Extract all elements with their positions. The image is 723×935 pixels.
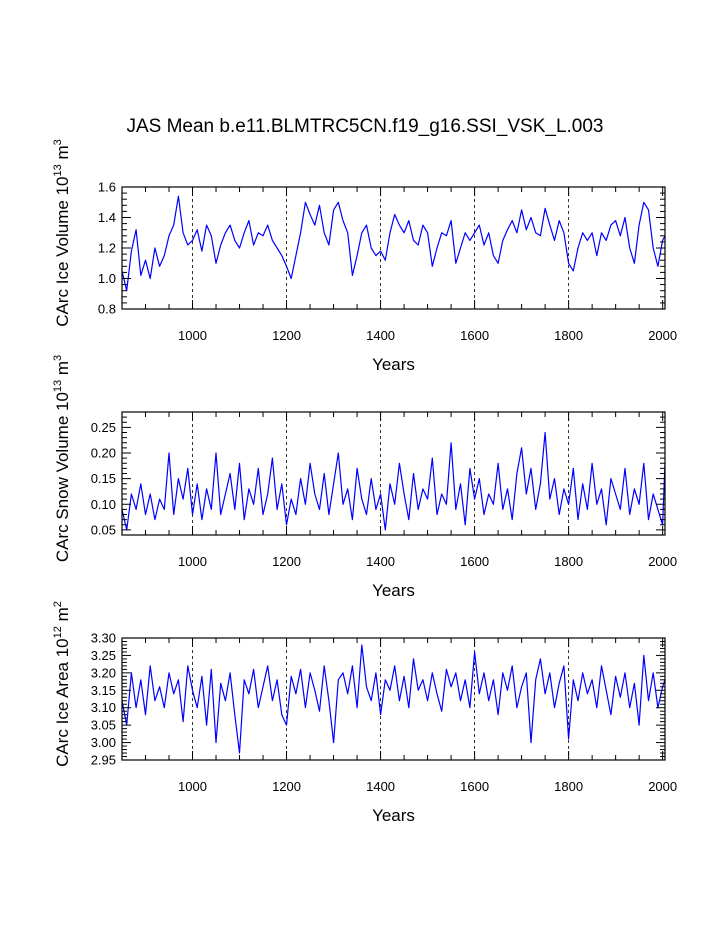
ice-volume-y-tick-label: 1.2 — [98, 241, 116, 256]
ice-volume-x-tick-label: 1200 — [272, 328, 301, 343]
ice-area-y-tick-label: 3.00 — [91, 735, 116, 750]
ice-area-panel: 1000 1200 1400 1600 1800 2000 2.95 3.00 3.05 3.10… — [52, 601, 677, 825]
ice-volume-y-axis-label: CArc Ice Volume 1013 m3 — [52, 139, 72, 327]
snow-volume-x-axis-label: Years — [372, 581, 415, 600]
ice-volume-plot-frame — [121, 186, 666, 310]
snow-volume-y-tick-label: 0.25 — [91, 420, 116, 435]
ice-volume-x-tick-label: 1800 — [554, 328, 583, 343]
ice-area-y-tick-label: 3.20 — [91, 665, 116, 680]
snow-volume-x-tick-label: 1800 — [554, 554, 583, 569]
snow-volume-y-tick-label: 0.20 — [91, 446, 116, 461]
ice-volume-y-tick-label: 1.6 — [98, 180, 116, 195]
snow-volume-x-tick-label: 1600 — [460, 554, 489, 569]
snow-volume-x-tick-label: 1000 — [178, 554, 207, 569]
ice-area-x-tick-label: 2000 — [648, 779, 677, 794]
ice-area-x-tick-label: 1200 — [272, 779, 301, 794]
snow-volume-x-tick-label: 1400 — [366, 554, 395, 569]
ice-volume-x-tick-label: 1000 — [178, 328, 207, 343]
ice-volume-x-axis-label: Years — [372, 355, 415, 374]
ice-area-plot-frame — [121, 637, 666, 761]
snow-volume-y-tick-label: 0.05 — [91, 522, 116, 537]
ice-volume-x-tick-label: 1600 — [460, 328, 489, 343]
snow-volume-y-tick-label: 0.15 — [91, 471, 116, 486]
snow-volume-x-tick-label: 2000 — [648, 554, 677, 569]
snow-volume-y-tick-label: 0.10 — [91, 497, 116, 512]
ice-area-y-tick-label: 3.30 — [91, 631, 116, 646]
snow-volume-plot-frame — [121, 411, 666, 536]
ice-volume-series-line — [121, 195, 666, 292]
ice-volume-y-tick-label: 0.8 — [98, 302, 116, 317]
ice-volume-panel: 1000 1200 1400 1600 1800 2000 0.8 1.0 1.2 1.4 1.6 Y… — [52, 139, 677, 374]
ice-area-y-tick-label: 3.10 — [91, 700, 116, 715]
snow-volume-y-axis-label: CArc Snow Volume 1013 m3 — [52, 355, 72, 562]
ice-area-y-tick-label: 2.95 — [91, 753, 116, 768]
snow-volume-panel: 1000 1200 1400 1600 1800 2000 0.05 0.10 0.15 0.20… — [52, 355, 677, 600]
ice-area-x-tick-label: 1800 — [554, 779, 583, 794]
ice-area-x-axis-label: Years — [372, 806, 415, 825]
ice-area-x-tick-label: 1000 — [178, 779, 207, 794]
ice-volume-y-tick-label: 1.4 — [98, 210, 116, 225]
ice-volume-x-tick-label: 2000 — [648, 328, 677, 343]
ice-area-x-tick-label: 1600 — [460, 779, 489, 794]
ice-area-y-tick-label: 3.05 — [91, 718, 116, 733]
ice-area-x-tick-label: 1400 — [366, 779, 395, 794]
figure-title: JAS Mean b.e11.BLMTRC5CN.f19_g16.SSI_VSK… — [126, 116, 603, 137]
snow-volume-series-line — [121, 431, 666, 531]
ice-area-y-tick-label: 3.25 — [91, 648, 116, 663]
chart-panels: 1000 1200 1400 1600 1800 2000 0.8 1.0 1.2 1.4 1.6 Y… — [52, 139, 677, 825]
ice-volume-y-tick-label: 1.0 — [98, 271, 116, 286]
ice-area-series-line — [121, 644, 666, 754]
ice-area-y-tick-label: 3.15 — [91, 683, 116, 698]
ice-area-y-axis-label: CArc Ice Area 1012 m2 — [52, 601, 72, 767]
ice-volume-x-tick-label: 1400 — [366, 328, 395, 343]
snow-volume-x-tick-label: 1200 — [272, 554, 301, 569]
